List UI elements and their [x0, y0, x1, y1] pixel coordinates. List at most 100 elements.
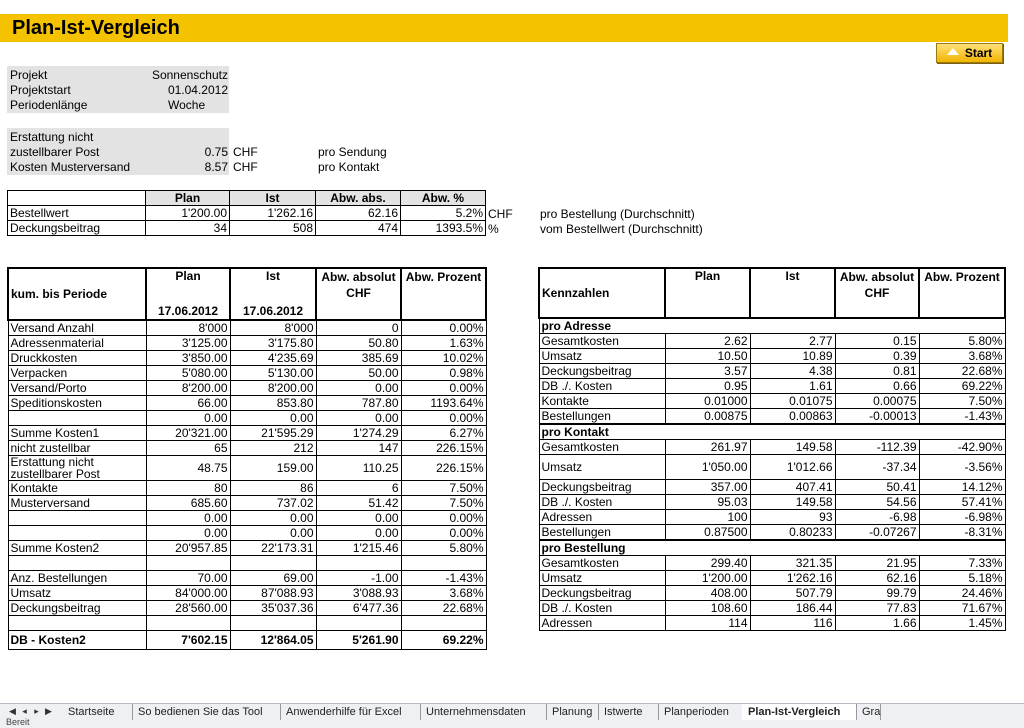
cell-ist[interactable]: 1'012.66	[749, 454, 836, 480]
cell-plan[interactable]: 20'957.85	[145, 540, 231, 556]
cell-abs[interactable]: 3'088.93	[315, 585, 402, 601]
next-sheet-button[interactable]: ▸	[34, 706, 39, 716]
sheet-tab[interactable]: Planperioden	[658, 704, 743, 720]
cell-abs[interactable]: 50.80	[315, 335, 402, 351]
cell-abs[interactable]: -0.07267	[834, 524, 920, 541]
row-label[interactable]: Summe Kosten1	[7, 425, 147, 441]
cell-abs[interactable]: 51.42	[315, 495, 402, 511]
row-label[interactable]: DB - Kosten2	[7, 630, 147, 650]
cell-pct[interactable]: 5.80%	[400, 540, 487, 556]
cell-abs[interactable]: 0.00	[315, 510, 402, 526]
cell-abs[interactable]: 50.41	[834, 479, 920, 495]
cell-ist[interactable]: 93	[749, 509, 836, 525]
cell-plan[interactable]: 0.95	[664, 378, 751, 394]
cell-plan[interactable]: 8'200.00	[145, 380, 231, 396]
cell-pct[interactable]: 6.27%	[400, 425, 487, 441]
cell-abs[interactable]: 385.69	[315, 350, 402, 366]
first-sheet-button[interactable]: ◀	[9, 706, 16, 716]
cell-ist[interactable]: 0.00	[229, 410, 317, 426]
start-button[interactable]: Start	[936, 43, 1003, 63]
cell-plan[interactable]: 1'200.00	[664, 570, 751, 586]
cell-plan[interactable]: 8'000	[145, 319, 231, 336]
cell-plan[interactable]: 0.01000	[664, 393, 751, 409]
row-label[interactable]: DB ./. Kosten	[538, 494, 666, 510]
cell-plan[interactable]: 685.60	[145, 495, 231, 511]
row-label[interactable]: Umsatz	[7, 585, 147, 601]
cell-ist[interactable]: 10.89	[749, 348, 836, 364]
cell-plan[interactable]: 7'602.15	[145, 630, 231, 650]
sheet-tab[interactable]: Gra	[856, 704, 881, 720]
cell-plan[interactable]: 3.57	[664, 363, 751, 379]
cell-pct[interactable]: 7.33%	[918, 555, 1006, 571]
cell-plan[interactable]: 3'850.00	[145, 350, 231, 366]
cell-plan[interactable]: 0.00	[145, 510, 231, 526]
cell-ist[interactable]: 87'088.93	[229, 585, 317, 601]
cell-abs[interactable]: 6	[315, 480, 402, 496]
cell-ist[interactable]: 116	[749, 615, 836, 631]
cell-plan[interactable]: 5'080.00	[145, 365, 231, 381]
cell-abs[interactable]: -112.39	[834, 439, 920, 455]
row-label[interactable]: Umsatz	[538, 348, 666, 364]
cell-pct[interactable]: 0.00%	[400, 525, 487, 541]
cell-plan[interactable]: 299.40	[664, 555, 751, 571]
cell-abs[interactable]: 1'215.46	[315, 540, 402, 556]
cell-plan[interactable]: 66.00	[145, 395, 231, 411]
row-label[interactable]: Gesamtkosten	[538, 333, 666, 349]
cell-ist[interactable]: 1.61	[749, 378, 836, 394]
cell-plan[interactable]: 20'321.00	[145, 425, 231, 441]
row-label[interactable]: Kontakte	[538, 393, 666, 409]
cell-plan[interactable]: 0.00	[145, 410, 231, 426]
cell-pct[interactable]: 3.68%	[400, 585, 487, 601]
cell-ist[interactable]: 0.01075	[749, 393, 836, 409]
cell-abs[interactable]	[315, 555, 402, 571]
cell-plan[interactable]: 2.62	[664, 333, 751, 349]
row-label[interactable]: Musterversand	[7, 495, 147, 511]
row-label[interactable]: Adressen	[538, 509, 666, 525]
cell-plan[interactable]: 28'560.00	[145, 600, 231, 616]
cell-pct[interactable]: -1.43%	[918, 408, 1006, 425]
last-sheet-button[interactable]: ▶	[45, 706, 52, 716]
sheet-tab[interactable]: Planung	[546, 704, 599, 720]
row-label[interactable]: nicht zustellbar	[7, 440, 147, 456]
row-label[interactable]: Deckungsbeitrag	[538, 363, 666, 379]
cell-plan[interactable]: 108.60	[664, 600, 751, 616]
cell-abs[interactable]: 54.56	[834, 494, 920, 510]
cell-plan[interactable]: 357.00	[664, 479, 751, 495]
cell-abs[interactable]: 21.95	[834, 555, 920, 571]
cell-abs[interactable]: -1.00	[315, 570, 402, 586]
cell-abs[interactable]: 0.00	[315, 380, 402, 396]
sheet-tab[interactable]: Startseite	[62, 704, 133, 720]
cell-abs[interactable]: 50.00	[315, 365, 402, 381]
cell-pct[interactable]: 5.80%	[918, 333, 1006, 349]
row-label[interactable]: Anz. Bestellungen	[7, 570, 147, 586]
cell-ist[interactable]: 22'173.31	[229, 540, 317, 556]
cell-plan[interactable]	[145, 555, 231, 571]
cell-ist[interactable]: 86	[229, 480, 317, 496]
row-label[interactable]: Bestellungen	[538, 524, 666, 541]
row-label[interactable]: Deckungsbeitrag	[538, 585, 666, 601]
cell-plan[interactable]: 48.75	[145, 455, 231, 481]
cell-ist[interactable]: 21'595.29	[229, 425, 317, 441]
cell-ist[interactable]: 4.38	[749, 363, 836, 379]
prev-sheet-button[interactable]: ◂	[22, 706, 27, 716]
cell-abs[interactable]: 6'477.36	[315, 600, 402, 616]
cell-pct[interactable]: 0.00%	[400, 510, 487, 526]
cell-plan[interactable]: 95.03	[664, 494, 751, 510]
cell-abs[interactable]: 787.80	[315, 395, 402, 411]
row-label[interactable]: Adressen	[538, 615, 666, 631]
cell-pct[interactable]: 7.50%	[918, 393, 1006, 409]
sheet-tab[interactable]: Plan-Ist-Vergleich	[742, 704, 857, 720]
cell-pct[interactable]: -8.31%	[918, 524, 1006, 541]
cell-pct[interactable]: 22.68%	[400, 600, 487, 616]
cell-plan[interactable]: 70.00	[145, 570, 231, 586]
sheet-tab[interactable]: So bedienen Sie das Tool	[132, 704, 281, 720]
cell-abs[interactable]: 110.25	[315, 455, 402, 481]
cell-pct[interactable]: 0.00%	[400, 380, 487, 396]
row-label[interactable]: Gesamtkosten	[538, 439, 666, 455]
cell-ist[interactable]: 853.80	[229, 395, 317, 411]
cell-ist[interactable]: 149.58	[749, 494, 836, 510]
cell-ist[interactable]: 737.02	[229, 495, 317, 511]
cell-plan[interactable]: 3'125.00	[145, 335, 231, 351]
cell-pct[interactable]: 1.45%	[918, 615, 1006, 631]
row-label[interactable]: Bestellungen	[538, 408, 666, 425]
